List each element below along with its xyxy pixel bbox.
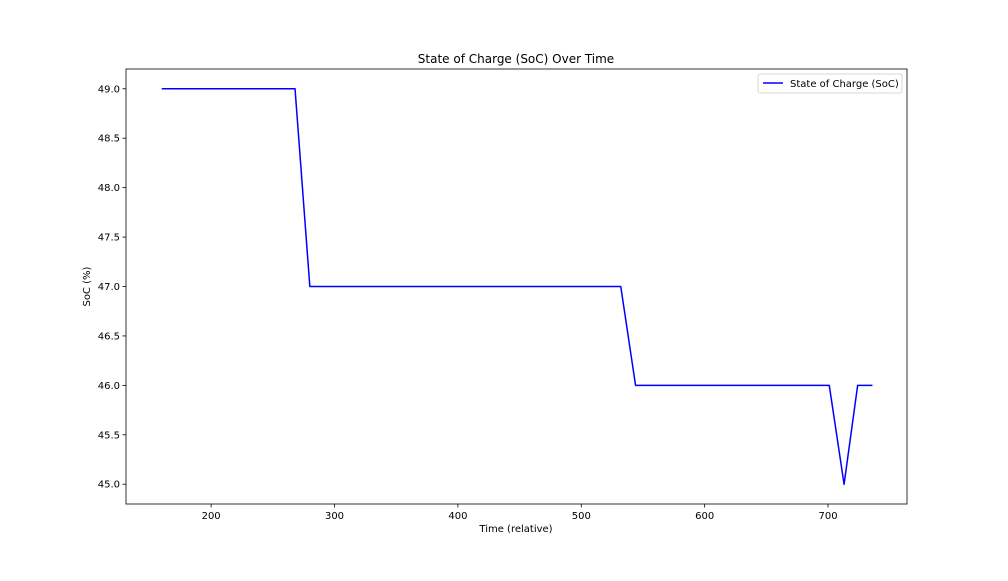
series-layer: [161, 88, 873, 485]
y-tick-label: 47.5: [98, 233, 120, 244]
y-tick-label: 48.0: [98, 183, 120, 194]
x-tick-label: 300: [325, 511, 344, 522]
x-tick-label: 700: [818, 511, 837, 522]
y-tick-label: 49.0: [98, 84, 120, 95]
plot-area-frame: [125, 68, 908, 505]
x-axis-ticks: 200 300 400 500 600 700: [202, 504, 838, 522]
y-tick-label: 45.5: [98, 430, 120, 441]
legend-label-soc: State of Charge (SoC): [790, 79, 899, 90]
x-tick-label: 400: [448, 511, 467, 522]
x-axis-label: Time (relative): [478, 524, 552, 535]
y-axis-label: SoC (%): [82, 266, 93, 306]
y-tick-label: 46.0: [98, 381, 120, 392]
chart-title: State of Charge (SoC) Over Time: [418, 52, 614, 66]
x-tick-label: 200: [202, 511, 221, 522]
x-tick-label: 600: [695, 511, 714, 522]
legend-box: [757, 73, 903, 94]
series-line-soc: [161, 88, 873, 485]
y-tick-label: 48.5: [98, 134, 120, 145]
y-tick-label: 47.0: [98, 282, 120, 293]
y-tick-label: 45.0: [98, 480, 120, 491]
x-tick-label: 500: [572, 511, 591, 522]
y-axis-ticks: 45.0 45.5 46.0 46.5 47.0 47.5 48.0 48.5 49.0: [98, 84, 126, 491]
y-tick-label: 46.5: [98, 331, 120, 342]
legend: State of Charge (SoC): [757, 73, 903, 94]
